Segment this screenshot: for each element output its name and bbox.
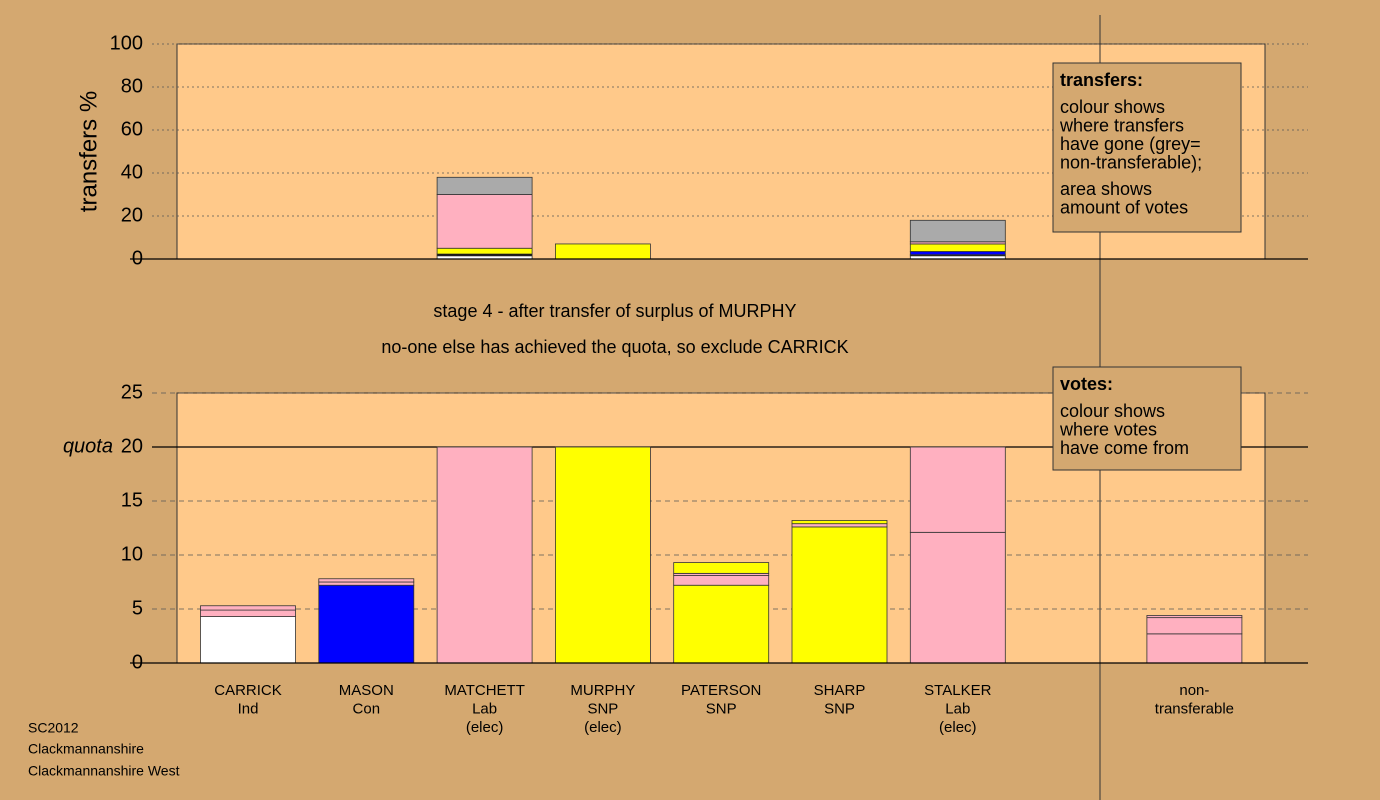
x-tick-label: CARRICK [214,682,282,699]
x-tick-label: Con [353,700,381,717]
legend-title: votes: [1060,374,1113,394]
bar-segment [673,584,770,664]
x-tick-label: PATERSON [681,682,761,699]
quota-label: quota [63,435,113,457]
bar-segment [673,562,770,574]
x-tick-label: MATCHETT [444,682,525,699]
bar-segment [200,616,296,664]
x-tick-label: (elec) [466,719,504,736]
bar-segment [436,247,533,255]
x-tick-label: (elec) [939,719,977,736]
bar-segment [909,251,1006,256]
legend-line: amount of votes [1060,197,1188,217]
y-tick-label: 15 [121,489,143,511]
bar-segment [909,531,1006,664]
y-tick-label: 5 [132,597,143,619]
x-tick-label: SNP [824,700,855,717]
footer-line: Clackmannanshire West [28,763,180,779]
y-tick-label: 40 [121,161,143,183]
stage-line: stage 4 - after transfer of surplus of M… [433,301,796,321]
legend-box [1052,366,1242,471]
bar-segment [318,578,415,583]
legend-line: colour shows [1060,401,1165,421]
y-axis-label: transfers % [75,91,102,212]
bar-segment [436,176,533,195]
footer-line: SC2012 [28,720,79,736]
x-tick-label: STALKER [924,682,991,699]
bar-segment [555,243,651,260]
y-tick-label: 0 [132,651,143,673]
bar-segment [673,575,770,586]
legend-line: colour shows [1060,97,1165,117]
x-tick-label: MURPHY [570,682,635,699]
x-tick-label: (elec) [584,719,622,736]
x-tick-label: non- [1179,682,1209,699]
bar-segment [200,609,296,617]
footer-line: Clackmannanshire [28,741,144,757]
bar-segment [318,581,415,586]
bar-segment [436,446,533,664]
x-tick-label: SNP [706,700,737,717]
bar-segment [555,446,651,664]
bar-segment [1146,615,1243,619]
legend-line: where votes [1059,419,1157,439]
stage-line: no-one else has achieved the quota, so e… [381,337,848,357]
legend-line: have come from [1060,438,1189,458]
x-tick-label: Lab [472,700,497,717]
legend-title: transfers: [1060,70,1143,90]
y-tick-label: 10 [121,543,143,565]
y-tick-label: 0 [132,247,143,269]
legend-line: area shows [1060,179,1152,199]
x-tick-label: MASON [339,682,394,699]
x-tick-label: Lab [945,700,970,717]
y-tick-label: 100 [110,32,143,54]
legend-line: where transfers [1059,115,1184,135]
bar-segment [909,243,1006,252]
bar-segment [791,520,888,525]
legend-line: have gone (grey= [1060,134,1201,154]
bar-segment [436,194,533,249]
bar-segment [318,584,415,664]
x-tick-label: transferable [1155,700,1234,717]
bar-segment [1146,617,1243,635]
legend-box [1052,62,1242,233]
bar-segment [1146,633,1243,664]
bar-segment [791,526,888,664]
bar-segment [909,446,1006,533]
x-tick-label: SHARP [814,682,866,699]
bar-segment [791,523,888,528]
bar-segment [909,219,1006,243]
y-tick-label: 20 [121,435,143,457]
x-tick-label: Ind [238,700,259,717]
y-tick-label: 25 [121,381,143,403]
legend-line: non-transferable); [1060,152,1202,172]
bar-segment [200,605,296,611]
y-tick-label: 60 [121,118,143,140]
y-tick-label: 20 [121,204,143,226]
y-tick-label: 80 [121,75,143,97]
x-tick-label: SNP [587,700,618,717]
